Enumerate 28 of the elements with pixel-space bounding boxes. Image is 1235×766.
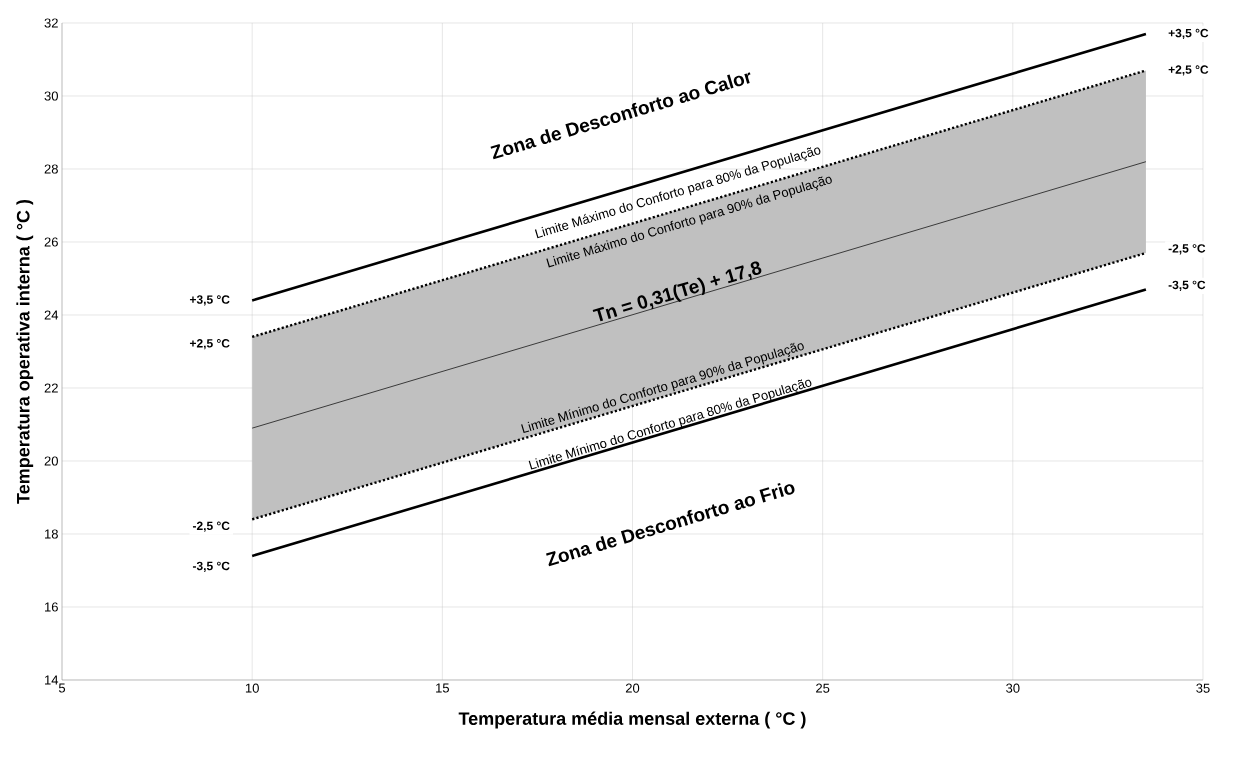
annotation: -3,5 °C — [1168, 280, 1206, 291]
annotation: +3,5 °C — [189, 295, 230, 306]
y-tick-label: 28 — [44, 164, 58, 174]
x-tick-label: 10 — [245, 683, 259, 693]
y-tick-label: 24 — [44, 310, 59, 320]
annotation: Tn = 0,31(Te) + 17,8 — [592, 261, 762, 322]
y-axis-title: Temperatura operativa interna ( °C ) — [16, 199, 34, 504]
annotation: +3,5 °C — [1168, 28, 1209, 40]
x-tick-label: 30 — [1006, 683, 1020, 693]
annotation: -2,5 °C — [1168, 244, 1206, 255]
y-tick-label: 26 — [44, 237, 58, 247]
y-tick-label: 22 — [44, 383, 58, 393]
y-tick-label: 30 — [44, 91, 58, 101]
x-tick-label: 5 — [58, 683, 66, 693]
y-tick-label: 14 — [45, 675, 59, 685]
x-axis-title: Temperatura média mensal externa ( °C ) — [458, 711, 806, 729]
y-tick-label: 18 — [45, 529, 58, 539]
x-tick-label: 35 — [1196, 683, 1210, 693]
y-tick-label: 32 — [44, 18, 58, 28]
y-tick-label: 20 — [44, 456, 58, 466]
x-tick-label: 25 — [816, 683, 830, 693]
x-tick-label: 15 — [436, 683, 450, 693]
annotation: +2,5 °C — [189, 339, 230, 350]
annotation: +2,5 °C — [1168, 65, 1209, 76]
annotation: -2,5 °C — [192, 521, 230, 532]
x-tick-label: 20 — [625, 683, 640, 693]
annotation: -3,5 °C — [192, 561, 230, 572]
y-tick-label: 16 — [45, 602, 58, 612]
